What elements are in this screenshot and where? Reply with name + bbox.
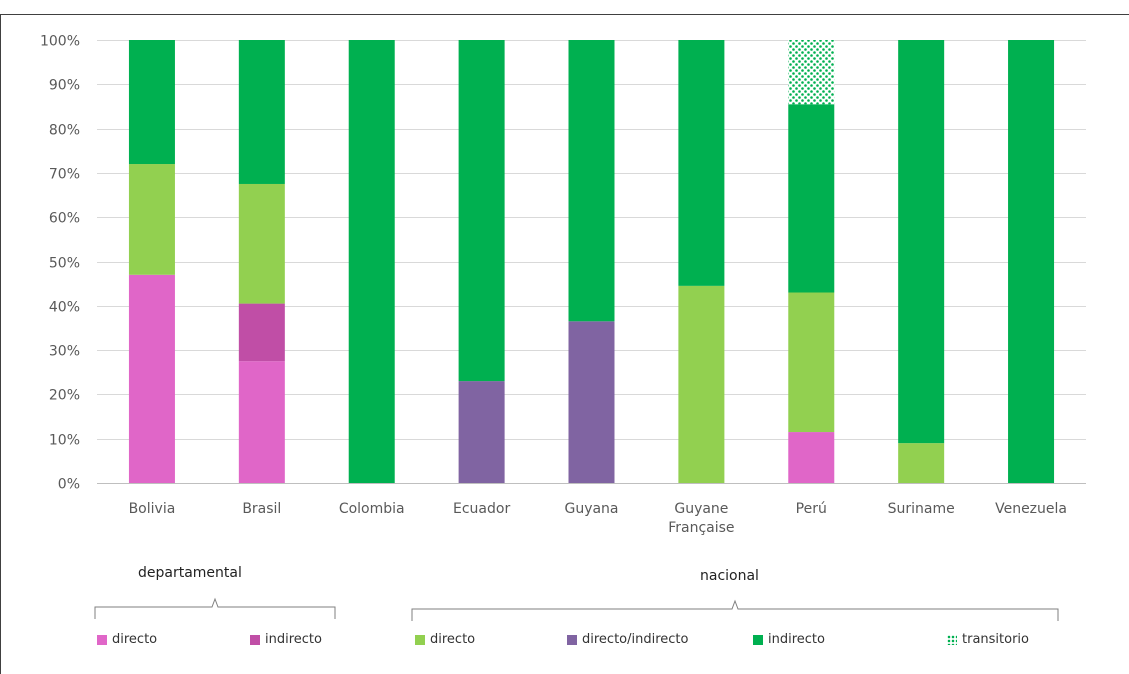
legend-label: indirecto bbox=[265, 632, 322, 647]
x-axis: Bolivia Brasil Colombia Ecuador Guyana Guyane… bbox=[129, 501, 1067, 536]
legend-swatch bbox=[753, 634, 763, 645]
x-tick-label: Colombia bbox=[339, 501, 405, 517]
y-tick-label: 0% bbox=[58, 477, 80, 493]
bar-segment-nacional-directo bbox=[678, 285, 725, 483]
bar-segment-nacional-directo-indirecto bbox=[568, 321, 615, 483]
bar-segment-nacional-directo bbox=[788, 292, 835, 433]
legend-swatch bbox=[97, 634, 107, 645]
bars bbox=[128, 40, 1055, 483]
bar-segment-nacional-directo bbox=[238, 183, 285, 304]
x-tick-label: Brasil bbox=[242, 501, 281, 517]
y-tick-label: 40% bbox=[49, 300, 80, 316]
bar-segment-departamental-directo bbox=[788, 432, 835, 483]
y-tick-label: 90% bbox=[49, 78, 80, 94]
bar-segment-nacional-indirecto bbox=[898, 40, 945, 444]
x-tick-label: Venezuela bbox=[995, 501, 1067, 517]
legend-swatch bbox=[250, 634, 260, 645]
legend-item-nacional-directo: directo bbox=[415, 632, 475, 647]
bar-segment-nacional-indirecto bbox=[568, 40, 615, 322]
y-tick-label: 70% bbox=[49, 167, 80, 183]
group-braces bbox=[94, 597, 1059, 621]
legend-item-departamental-indirecto: indirecto bbox=[250, 632, 322, 647]
y-tick-label: 10% bbox=[49, 433, 80, 449]
y-tick-label: 30% bbox=[49, 344, 80, 360]
y-tick-label: 20% bbox=[49, 388, 80, 404]
legend-label: directo bbox=[430, 632, 476, 647]
y-axis: 0% 10% 20% 30% 40% 50% 60% 70% 80% 90% 100% bbox=[40, 34, 80, 493]
group-label-nacional: nacional bbox=[700, 568, 759, 584]
legend-item-nacional-transitorio: transitorio bbox=[947, 632, 1029, 647]
y-tick-label: 50% bbox=[49, 256, 80, 272]
x-tick-label: Suriname bbox=[888, 501, 955, 517]
brace-nacional bbox=[411, 599, 1059, 621]
legend-swatch bbox=[567, 634, 577, 645]
bar-segment-nacional-indirecto bbox=[678, 40, 725, 286]
bar-segment-nacional-indirecto bbox=[238, 40, 285, 184]
x-tick-label: Guyana bbox=[564, 501, 618, 517]
legend-label: directo/indirecto bbox=[582, 632, 689, 647]
x-tick-label: Perú bbox=[796, 501, 827, 517]
x-tick-label: Bolivia bbox=[129, 501, 176, 517]
x-tick-label: Ecuador bbox=[453, 501, 510, 517]
legend-item-nacional-indirecto: indirecto bbox=[753, 632, 825, 647]
bar-segment-departamental-directo bbox=[238, 361, 285, 483]
y-tick-label: 60% bbox=[49, 211, 80, 227]
bar-segment-nacional-indirecto bbox=[348, 40, 395, 483]
legend-label: directo bbox=[112, 632, 158, 647]
bar-segment-nacional-directo bbox=[898, 443, 945, 483]
bar-segment-departamental-directo bbox=[128, 274, 175, 483]
group-label-departamental: departamental bbox=[138, 565, 242, 581]
bar-segment-nacional-directo bbox=[128, 164, 175, 275]
legend-item-departamental-directo: directo bbox=[97, 632, 157, 647]
bar-segment-nacional-indirecto bbox=[458, 40, 505, 382]
bar-segment-nacional-indirecto bbox=[788, 104, 835, 293]
legend-label: indirecto bbox=[768, 632, 825, 647]
bar-segment-nacional-indirecto bbox=[128, 40, 175, 165]
y-tick-label: 80% bbox=[49, 123, 80, 139]
bar-segment-nacional-transitorio bbox=[788, 40, 835, 105]
y-tick-label: 100% bbox=[40, 34, 80, 50]
x-tick-label: Guyane Française bbox=[668, 501, 734, 536]
legend-label: transitorio bbox=[962, 632, 1029, 647]
bar-segment-nacional-indirecto bbox=[1008, 40, 1055, 483]
legend-swatch-dotted bbox=[947, 634, 957, 645]
brace-departamental bbox=[94, 597, 336, 619]
bar-segment-nacional-directo-indirecto bbox=[458, 381, 505, 483]
bar-segment-departamental-indirecto bbox=[238, 303, 285, 362]
legend-item-nacional-directo-indirecto: directo/indirecto bbox=[567, 632, 688, 647]
legend-swatch bbox=[415, 634, 425, 645]
